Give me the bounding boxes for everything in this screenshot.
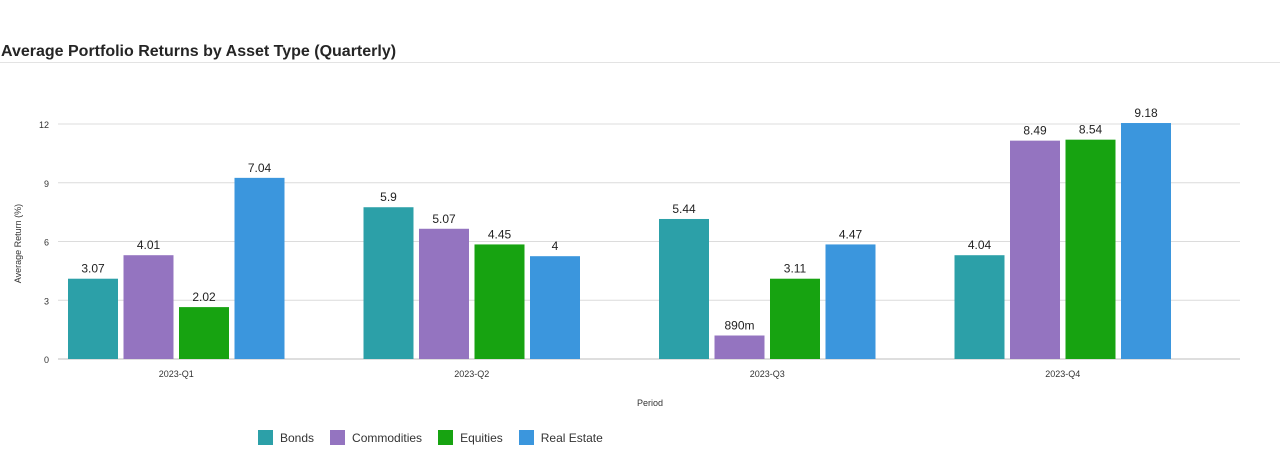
x-tick-label: 2023-Q1	[159, 369, 194, 379]
data-label: 3.11	[784, 262, 807, 276]
data-label: 8.49	[1023, 124, 1047, 138]
legend-swatch	[330, 430, 346, 445]
x-tick-label: 2023-Q4	[1045, 369, 1080, 379]
y-tick-label: 6	[44, 238, 49, 248]
legend-item[interactable]: Bonds	[258, 430, 314, 445]
bar-bonds	[363, 207, 414, 359]
bar-real-estate	[825, 244, 876, 359]
bar-bonds	[68, 278, 118, 359]
data-label: 8.54	[1079, 123, 1103, 137]
bar-real-estate	[234, 177, 285, 359]
bar-commodities	[1010, 140, 1060, 359]
bar-real-estate	[1121, 123, 1171, 359]
x-tick-label: 2023-Q2	[454, 369, 489, 379]
y-tick-label: 12	[39, 120, 49, 130]
data-label: 4	[552, 239, 559, 253]
y-tick-label: 9	[44, 179, 49, 189]
title-bar: Average Portfolio Returns by Asset Type …	[0, 0, 1280, 63]
legend-swatch	[258, 430, 273, 445]
legend: Bonds Commodities Equities Real Estate	[258, 430, 603, 445]
data-label: 5.44	[672, 202, 696, 216]
bar-equities	[474, 244, 525, 359]
bar-equities	[1065, 139, 1116, 359]
legend-item[interactable]: Commodities	[330, 430, 422, 445]
legend-label: Commodities	[352, 430, 423, 445]
y-tick-label: 0	[44, 355, 49, 365]
data-label: 3.07	[81, 262, 105, 276]
x-axis-title: Period	[637, 398, 663, 408]
legend-swatch	[438, 430, 454, 445]
legend-label: Bonds	[280, 430, 315, 445]
bar-equities	[179, 307, 229, 359]
y-axis-title: Average Return (%)	[13, 204, 23, 283]
legend-label: Equities	[460, 430, 503, 445]
data-label: 9.18	[1134, 106, 1158, 120]
bar-equities	[770, 278, 820, 359]
x-tick-label: 2023-Q3	[750, 369, 785, 379]
bar-bonds	[954, 255, 1005, 359]
data-label: 4.04	[968, 238, 992, 252]
data-label: 5.9	[380, 190, 397, 204]
data-label: 4.01	[137, 238, 161, 252]
legend-item[interactable]: Real Estate	[518, 430, 603, 445]
data-label: 4.47	[839, 227, 863, 241]
data-label: 890m	[724, 319, 754, 333]
legend-swatch	[518, 430, 534, 445]
bar-commodities	[123, 255, 174, 359]
data-label: 7.04	[248, 161, 272, 175]
bar-real-estate	[530, 256, 580, 359]
legend-label: Real Estate	[540, 430, 603, 445]
bar-commodities	[419, 228, 469, 359]
bar-bonds	[659, 218, 709, 359]
chart-title: Average Portfolio Returns by Asset Type …	[1, 43, 397, 60]
data-label: 2.02	[192, 290, 216, 304]
data-label: 4.45	[488, 227, 512, 241]
y-tick-label: 3	[44, 296, 49, 306]
legend-item[interactable]: Equities	[438, 430, 503, 445]
data-label: 5.07	[432, 212, 456, 226]
bar-commodities	[714, 335, 765, 359]
